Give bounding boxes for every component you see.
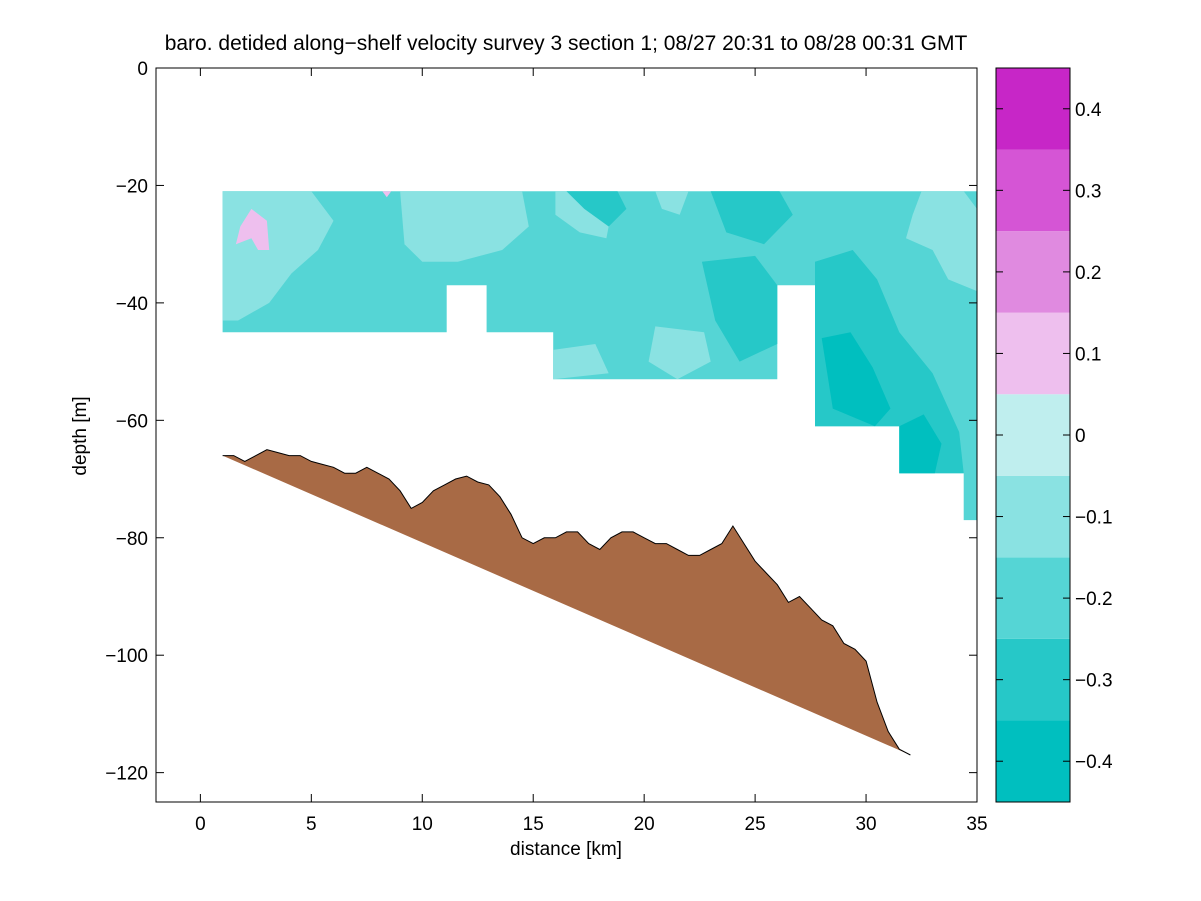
velocity-region-11	[710, 191, 793, 245]
x-tick-label: 25	[745, 814, 766, 835]
colorbar-tick-label: 0.1	[1075, 344, 1101, 365]
velocity-region-12	[701, 255, 778, 362]
velocity-contours	[222, 191, 978, 521]
y-tick-label: −100	[105, 646, 148, 667]
x-axis-label: distance [km]	[510, 839, 622, 860]
velocity-region-13	[815, 250, 964, 474]
colorbar-tick-label: 0	[1075, 426, 1086, 447]
velocity-region-7	[553, 344, 609, 380]
colorbar-tick-label: −0.3	[1075, 671, 1113, 692]
y-tick-label: −60	[116, 411, 148, 432]
x-tick-label: 20	[634, 814, 655, 835]
x-tick-label: 5	[306, 814, 317, 835]
colorbar-swatch	[996, 149, 1070, 232]
y-axis: 0 −20 −40 −60 −80 −100 −120	[105, 59, 977, 785]
x-tick-label: 35	[966, 814, 987, 835]
colorbar-swatch	[996, 231, 1070, 313]
velocity-region-6	[648, 326, 711, 380]
velocity-region-3	[555, 191, 611, 239]
colorbar-swatch	[996, 312, 1070, 395]
colorbar: 0.4 0.3 0.2 0.1 0 −0.1 −0.2 −0.3 −0.4	[995, 67, 1113, 803]
colorbar-swatch	[996, 475, 1070, 558]
velocity-region-9	[382, 191, 392, 198]
colorbar-tick-label: −0.2	[1075, 589, 1113, 610]
velocity-region-15	[899, 414, 942, 474]
colorbar-tick-label: −0.1	[1075, 508, 1113, 529]
colorbar-swatch	[996, 68, 1070, 150]
x-tick-label: 15	[523, 814, 544, 835]
colorbar-tick-label: 0.2	[1075, 263, 1101, 284]
velocity-region-5	[906, 191, 977, 292]
axes-frame	[155, 67, 978, 803]
velocity-region-2	[400, 191, 529, 262]
y-tick-label: 0	[137, 59, 148, 80]
velocity-region-14	[821, 332, 891, 427]
seafloor-area	[222, 449, 911, 755]
y-tick-label: −80	[116, 529, 148, 550]
chart-title: baro. detided along−shelf velocity surve…	[165, 32, 968, 55]
y-tick-label: −40	[116, 294, 148, 315]
velocity-region-16	[828, 355, 851, 386]
x-axis: 0 5 10 15 20 25 30 35	[195, 68, 988, 835]
plot-area	[222, 191, 978, 756]
x-tick-label: 10	[412, 814, 433, 835]
y-tick-label: −120	[105, 764, 148, 785]
colorbar-tick-label: 0.4	[1075, 100, 1102, 121]
x-tick-label: 30	[855, 814, 876, 835]
velocity-region-4	[655, 191, 689, 215]
colorbar-swatch	[996, 720, 1070, 802]
y-axis-label: depth [m]	[70, 396, 91, 475]
colorbar-swatch	[996, 638, 1070, 721]
bathymetry-fill	[222, 449, 911, 756]
y-tick-label: −20	[116, 176, 148, 197]
colorbar-tick-label: 0.3	[1075, 181, 1101, 202]
seafloor-line	[222, 449, 911, 756]
x-tick-label: 0	[195, 814, 206, 835]
velocity-region-8	[235, 208, 270, 250]
velocity-region-10	[566, 191, 627, 227]
colorbar-swatch	[996, 557, 1070, 639]
colorbar-tick-label: −0.4	[1075, 752, 1113, 773]
colorbar-swatch	[996, 394, 1070, 476]
